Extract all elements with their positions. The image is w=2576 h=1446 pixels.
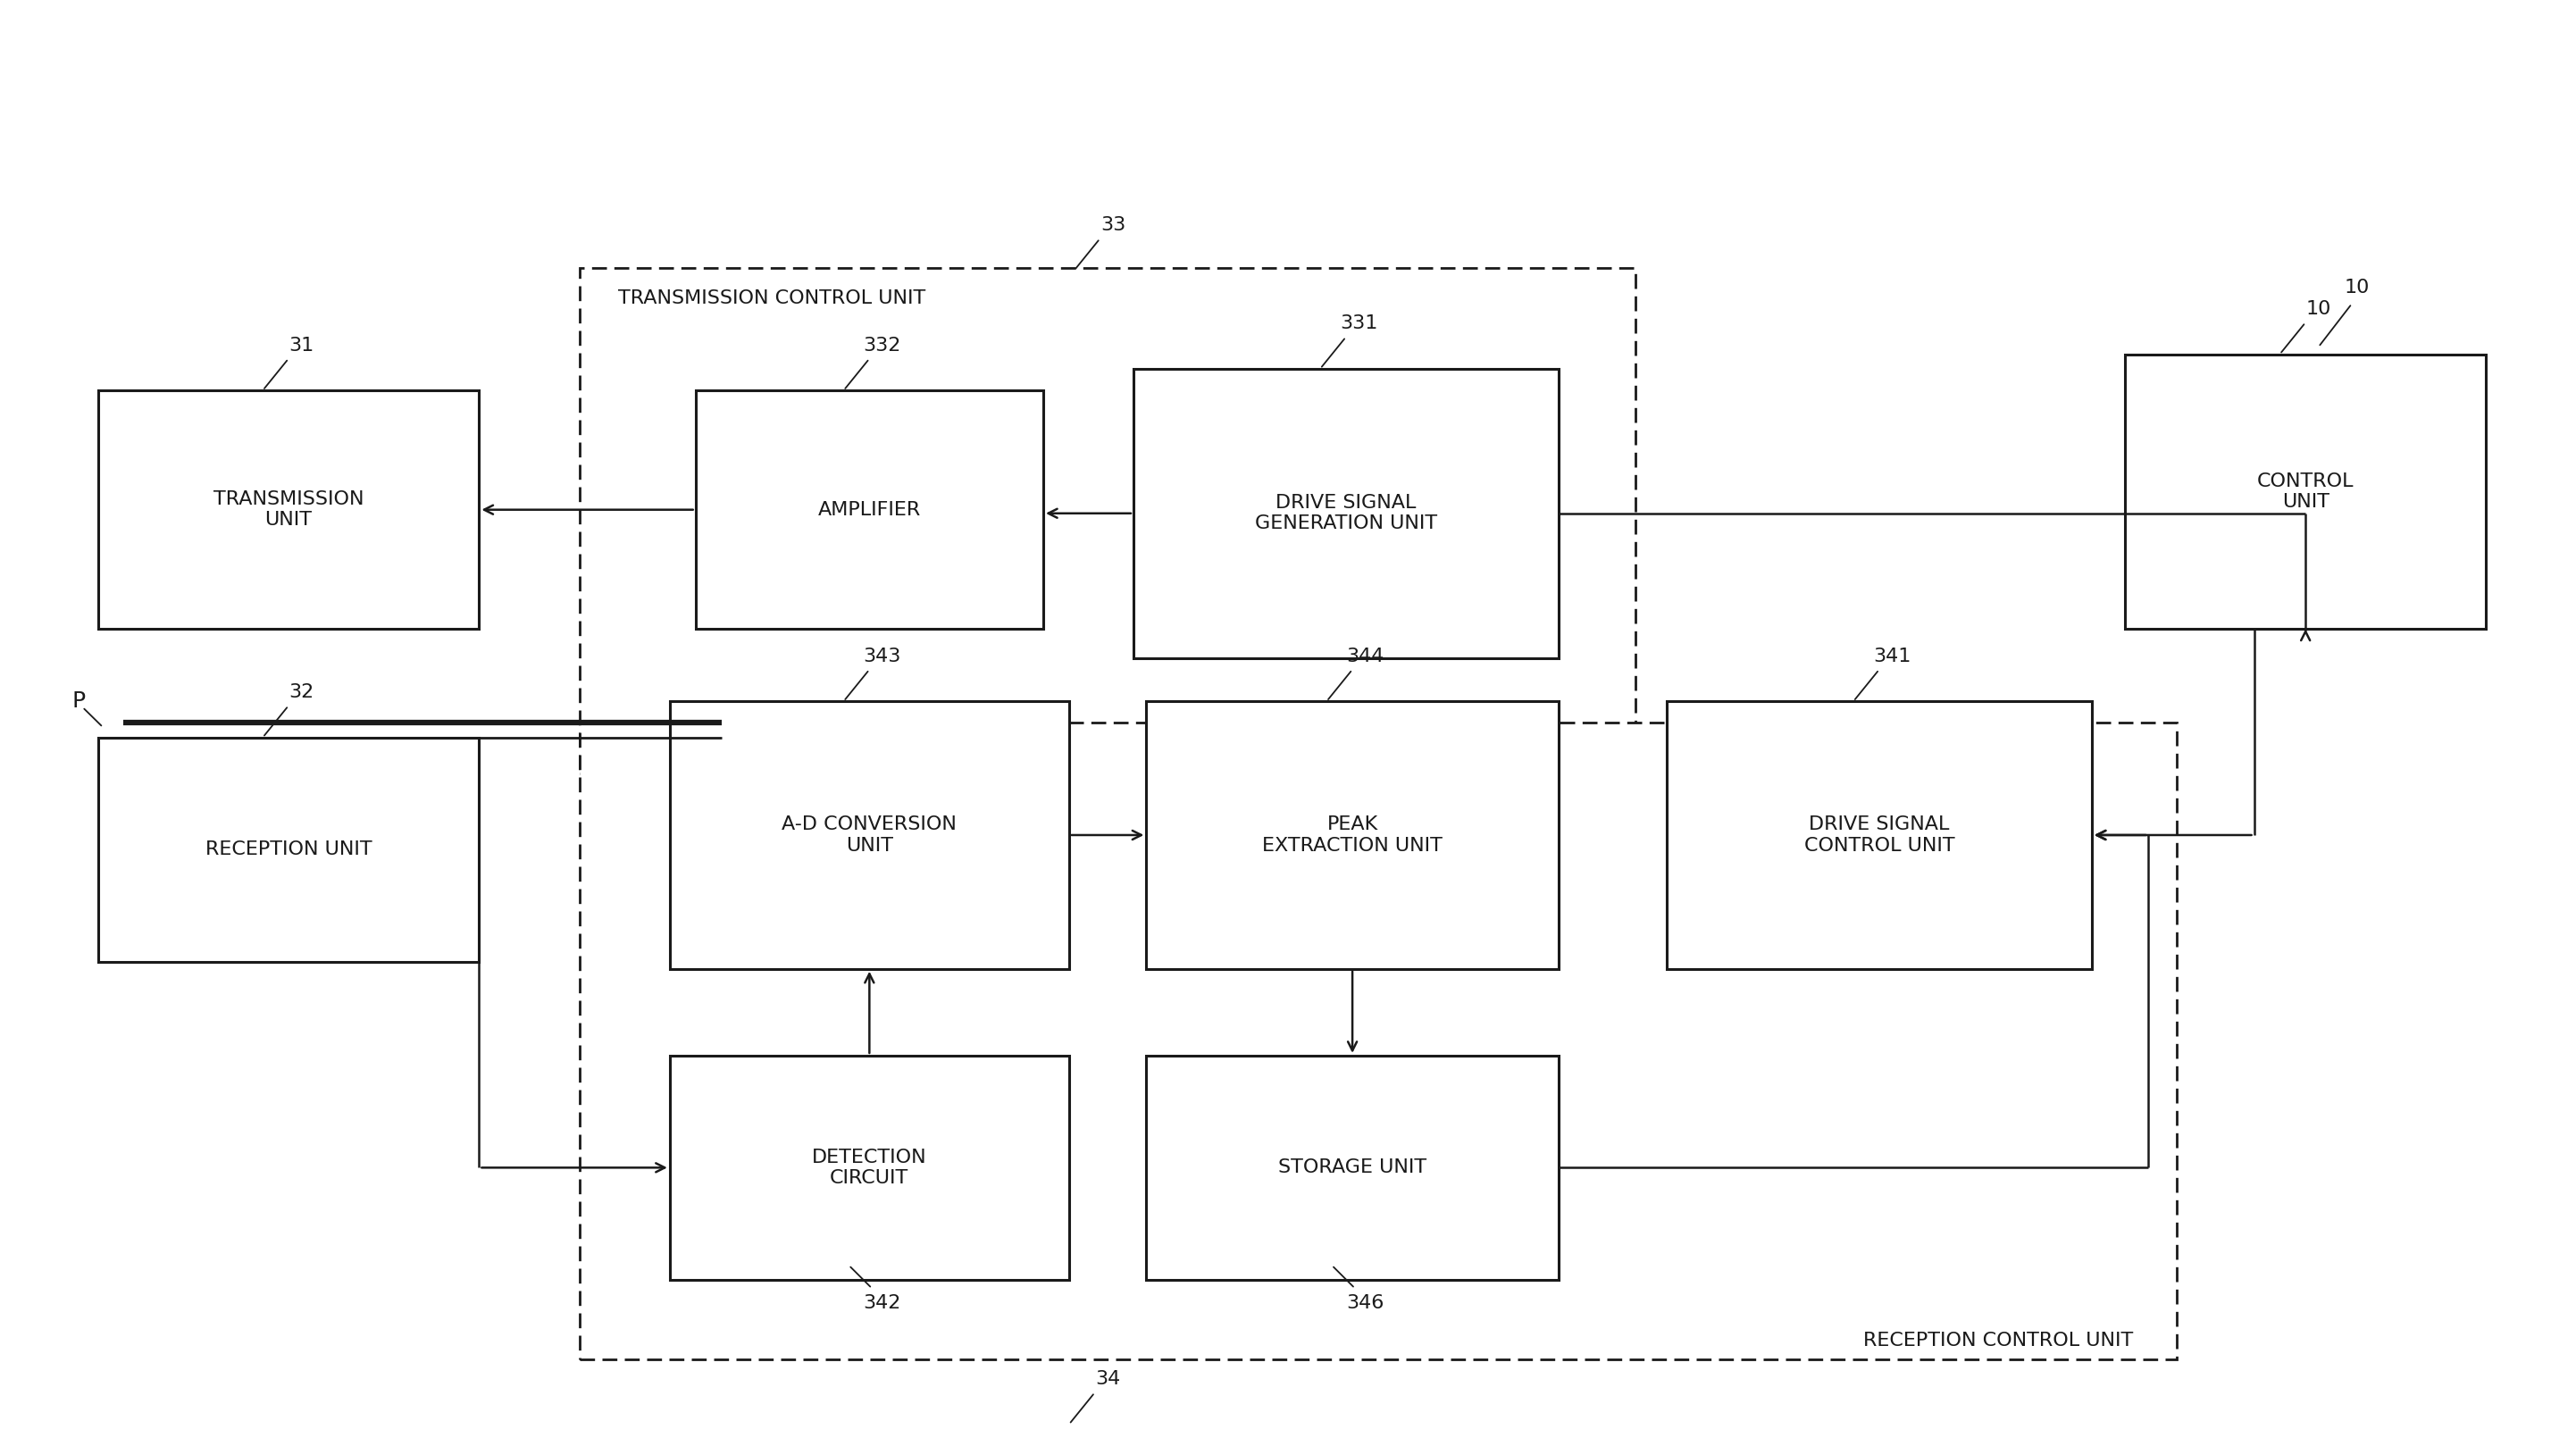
Bar [1667, 701, 2092, 969]
Text: 343: 343 [863, 648, 902, 665]
Text: 10: 10 [2306, 301, 2331, 318]
Text: 344: 344 [1347, 648, 1383, 665]
Text: 34: 34 [1095, 1371, 1121, 1388]
Text: CONTROL
UNIT: CONTROL UNIT [2257, 473, 2354, 510]
Bar [696, 390, 1043, 629]
Bar [580, 268, 1636, 774]
Text: 10: 10 [2344, 279, 2370, 296]
Text: RECEPTION UNIT: RECEPTION UNIT [206, 840, 371, 859]
Bar [2125, 354, 2486, 629]
Text: A-D CONVERSION
UNIT: A-D CONVERSION UNIT [783, 816, 956, 855]
Bar [1146, 1056, 1558, 1280]
Text: 32: 32 [289, 684, 314, 701]
Bar [670, 701, 1069, 969]
Text: 332: 332 [863, 337, 902, 354]
Text: 341: 341 [1873, 648, 1911, 665]
Text: DRIVE SIGNAL
GENERATION UNIT: DRIVE SIGNAL GENERATION UNIT [1255, 495, 1437, 532]
Text: 33: 33 [1100, 217, 1126, 234]
Bar [98, 737, 479, 962]
Text: AMPLIFIER: AMPLIFIER [819, 500, 920, 519]
Text: TRANSMISSION
UNIT: TRANSMISSION UNIT [214, 490, 363, 529]
Text: 346: 346 [1347, 1294, 1383, 1312]
Text: DRIVE SIGNAL
CONTROL UNIT: DRIVE SIGNAL CONTROL UNIT [1803, 816, 1955, 855]
Bar [98, 390, 479, 629]
Text: DETECTION
CIRCUIT: DETECTION CIRCUIT [811, 1148, 927, 1187]
Text: 342: 342 [863, 1294, 902, 1312]
Bar [670, 1056, 1069, 1280]
Text: 31: 31 [289, 337, 314, 354]
Text: TRANSMISSION CONTROL UNIT: TRANSMISSION CONTROL UNIT [618, 289, 925, 307]
Bar [580, 723, 2177, 1359]
Bar [1133, 369, 1558, 658]
Bar [1146, 701, 1558, 969]
Text: STORAGE UNIT: STORAGE UNIT [1278, 1158, 1427, 1177]
Text: RECEPTION CONTROL UNIT: RECEPTION CONTROL UNIT [1862, 1332, 2133, 1349]
Text: 331: 331 [1340, 315, 1378, 333]
Text: PEAK
EXTRACTION UNIT: PEAK EXTRACTION UNIT [1262, 816, 1443, 855]
Text: P: P [72, 691, 85, 711]
